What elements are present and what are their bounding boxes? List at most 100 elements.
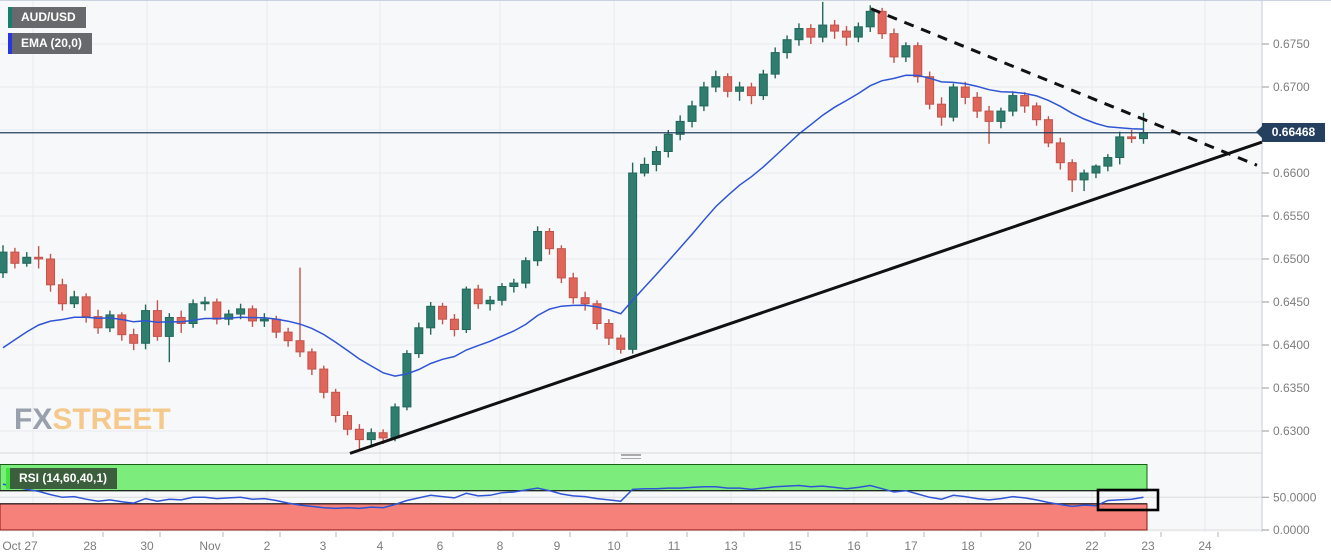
candle-body [414,327,424,355]
candle-body [212,301,222,320]
candle-body [247,308,257,322]
candle-body [1091,165,1101,174]
candle-body [390,406,400,439]
candle-body [1127,136,1137,140]
candle-body [259,318,269,322]
candle-body [830,24,840,32]
candle-body [984,110,994,122]
candle-body [319,368,329,393]
candle-body [81,296,91,318]
ascending-trendline[interactable] [349,140,1263,455]
candle-body [129,334,139,344]
candle-body [10,251,20,264]
candle-body [865,10,875,28]
candle-body [996,110,1006,122]
candle-body [141,310,151,344]
time-tick-label: 2 [264,539,271,553]
candle-body [331,391,341,417]
panel-resize-handle[interactable] [621,454,641,461]
candle-body [806,28,816,38]
candle-body [366,432,376,441]
symbol-legend[interactable]: AUD/USD [8,7,86,28]
candle-body [236,308,246,315]
candle-body [461,288,471,331]
ema-line [2,74,1144,377]
rsi-legend[interactable]: RSI (14,60,40,1) [6,468,118,489]
rsi-tick-label: 0.0000 [1273,523,1310,537]
time-tick-label: 11 [668,539,681,553]
time-tick-label: 22 [1085,539,1099,553]
watermark-street: STREET [52,403,171,436]
candle-body [164,316,174,337]
symbol-label: AUD/USD [21,10,76,24]
time-tick-label: Nov [199,539,220,553]
candle-body [485,299,495,305]
candle-body [1115,136,1125,159]
candle-body [556,248,566,279]
candle-body [794,28,804,41]
rsi-line [2,483,1144,510]
candle-body [34,256,44,260]
candle-body [176,316,186,325]
time-tick-label: 16 [847,539,861,553]
candle-body [580,297,590,305]
candle-body [770,52,780,75]
time-tick-label: 6 [437,539,444,553]
candle-body [1032,105,1042,121]
candle-body [307,351,317,370]
candle-body [188,303,198,325]
candle-body [1020,95,1030,107]
time-tick-label: 23 [1141,539,1155,553]
candle-body [343,415,353,430]
candle-body [818,24,828,38]
candle-body [568,277,578,299]
candle-body [1103,157,1113,167]
candle-body [295,340,305,353]
price-tick-label: 0.6700 [1273,80,1310,94]
candle-body [117,314,127,336]
candle-body [521,260,531,284]
candle-body [271,318,281,333]
candle-body [972,96,982,112]
time-tick-label: 30 [140,539,154,553]
candle-body [152,310,162,337]
price-tick-label: 0.6550 [1273,209,1310,223]
candle-body [69,296,79,305]
candle-body [604,323,614,339]
time-tick-label: 15 [788,539,802,553]
candle-body [426,305,436,329]
time-tick-label: 20 [1018,539,1032,553]
candle-body [22,256,32,264]
time-tick-label: 24 [1198,539,1212,553]
time-tick-label: 9 [554,539,561,553]
candle-body [224,313,234,320]
rsi-accent-bar [6,468,10,489]
descending-trendline[interactable] [870,7,1258,167]
candle-body [663,133,673,153]
candle-body [628,172,638,350]
price-tick-label: 0.6300 [1273,424,1310,438]
price-tick-label: 0.6500 [1273,252,1310,266]
candle-body [1043,119,1053,144]
candle-body [699,86,709,107]
rsi-overbought-band [0,464,1148,492]
price-tick-label: 0.6750 [1273,37,1310,51]
candle-body [746,86,756,97]
candle-body [354,428,364,441]
candle-body [735,86,745,92]
candle-body [378,432,388,439]
candle-body [93,316,103,329]
candle-body [497,286,507,301]
candle-body [960,86,970,98]
candle-body [200,301,210,305]
candle-body [1055,142,1065,164]
candle-body [948,86,958,118]
rsi-label: RSI (14,60,40,1) [19,471,108,485]
candle-body [544,230,554,250]
time-tick-label: 8 [497,539,504,553]
ema-legend[interactable]: EMA (20,0) [8,33,92,54]
rsi-highlight-box[interactable] [1096,488,1160,512]
candle-body [937,103,947,118]
price-tick-label: 0.6600 [1273,166,1310,180]
